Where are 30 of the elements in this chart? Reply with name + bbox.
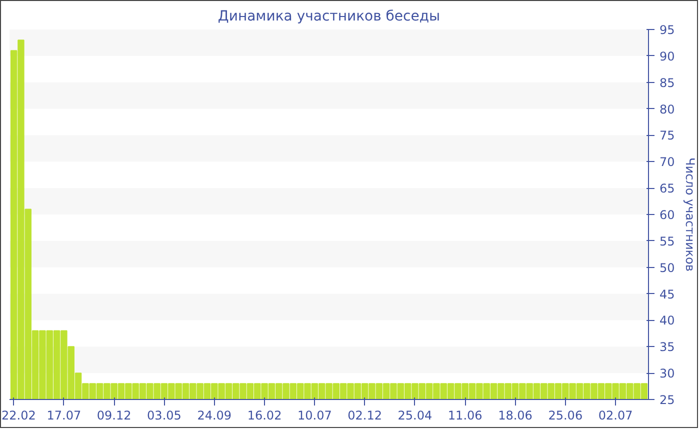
y-tick-label: 40 [660, 314, 675, 328]
x-tick-label: 16.02 [247, 408, 282, 422]
y-tick-label: 80 [660, 102, 675, 116]
x-tick-label: 25.04 [398, 408, 432, 422]
y-axis-title: Число участников [682, 158, 697, 272]
x-tick-label: 03.05 [147, 408, 182, 422]
y-tick-label: 65 [660, 182, 675, 196]
x-tick-label: 22.02 [2, 408, 36, 422]
y-tick-label: 55 [660, 234, 675, 248]
y-tick-label: 85 [660, 76, 675, 90]
y-tick-label: 75 [660, 128, 675, 143]
x-tick-label: 02.07 [598, 408, 633, 422]
y-tick-label: 25 [660, 393, 675, 407]
x-tick-label: 24.09 [197, 408, 232, 422]
chart-title: Динамика участников беседы [218, 8, 440, 24]
y-tick-label: 45 [660, 287, 675, 302]
x-tick-label: 25.06 [548, 408, 583, 422]
x-tick-label: 02.12 [348, 408, 382, 422]
x-tick-label: 09.12 [96, 408, 132, 422]
y-tick-label: 70 [660, 155, 675, 170]
y-tick-label: 30 [660, 366, 675, 381]
y-tick-label: 50 [660, 260, 675, 275]
x-tick-label: 11.06 [448, 408, 482, 422]
y-tick-label: 95 [660, 23, 675, 37]
y-tick-label: 60 [660, 208, 675, 222]
x-tick-label: 17.07 [46, 408, 82, 422]
y-tick-label: 90 [660, 49, 675, 64]
y-tick-label: 35 [660, 340, 675, 354]
x-tick-label: 10.07 [297, 408, 332, 422]
x-tick-label: 18.06 [498, 408, 532, 422]
